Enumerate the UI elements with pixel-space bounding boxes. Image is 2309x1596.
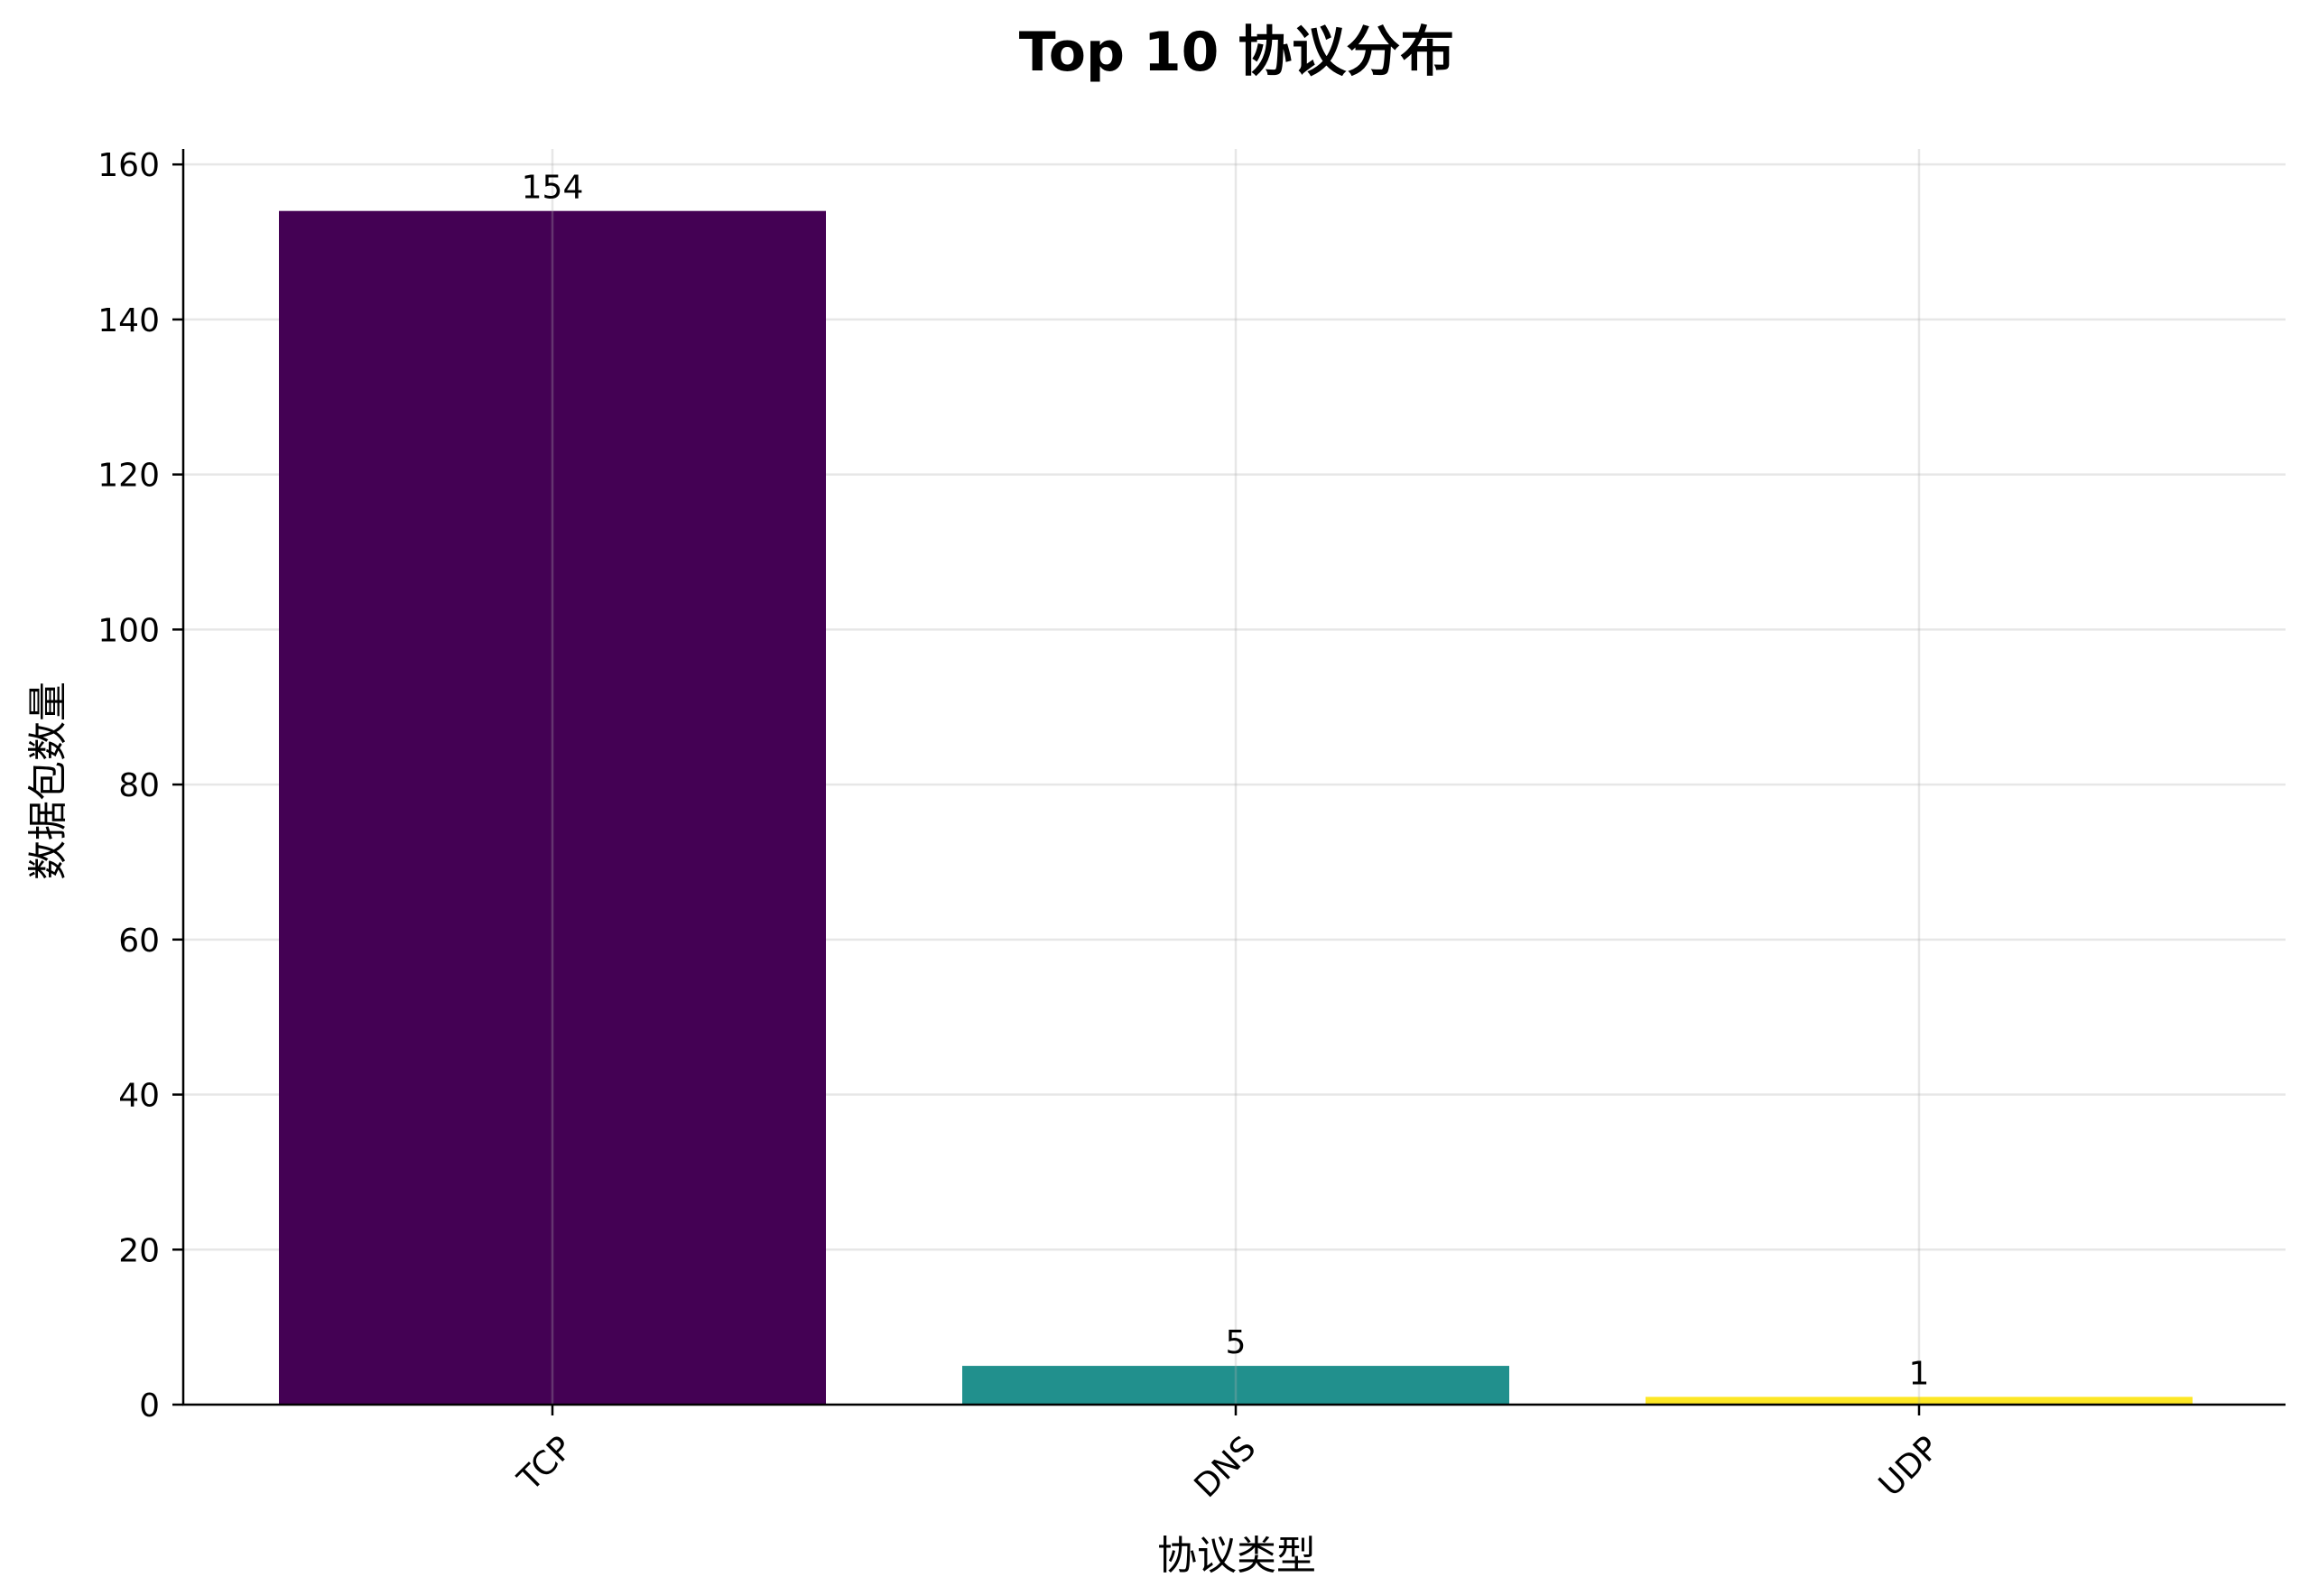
bar-dns bbox=[962, 1366, 1509, 1405]
chart-title: Top 10 协议分布 bbox=[1019, 21, 1454, 84]
y-tick-label: 60 bbox=[118, 923, 160, 960]
bar-tcp bbox=[279, 210, 826, 1405]
bars bbox=[279, 210, 2193, 1405]
data-label-dns: 5 bbox=[1226, 1324, 1247, 1361]
bar-udp bbox=[1646, 1396, 2193, 1405]
y-tick-label: 80 bbox=[118, 767, 160, 804]
y-tick-label: 100 bbox=[97, 612, 160, 649]
y-tick-label: 160 bbox=[97, 147, 160, 184]
x-tick-label-dns: DNS bbox=[1188, 1429, 1264, 1505]
y-axis-label: 数据包数量 bbox=[25, 682, 71, 880]
x-grid bbox=[551, 149, 1921, 1405]
y-tick-label: 40 bbox=[118, 1078, 160, 1115]
x-tick-label-udp: UDP bbox=[1872, 1429, 1947, 1504]
data-label-udp: 1 bbox=[1909, 1355, 1930, 1392]
y-tick-label: 120 bbox=[97, 458, 160, 495]
y-tick-label: 140 bbox=[97, 302, 160, 339]
axes bbox=[172, 149, 2286, 1415]
data-label-tcp: 154 bbox=[522, 170, 584, 207]
x-tick-label-tcp: TCP bbox=[511, 1429, 580, 1499]
y-tick-label: 0 bbox=[139, 1387, 160, 1424]
y-tick-label: 20 bbox=[118, 1232, 160, 1269]
x-axis-label: 协议类型 bbox=[1157, 1533, 1316, 1579]
